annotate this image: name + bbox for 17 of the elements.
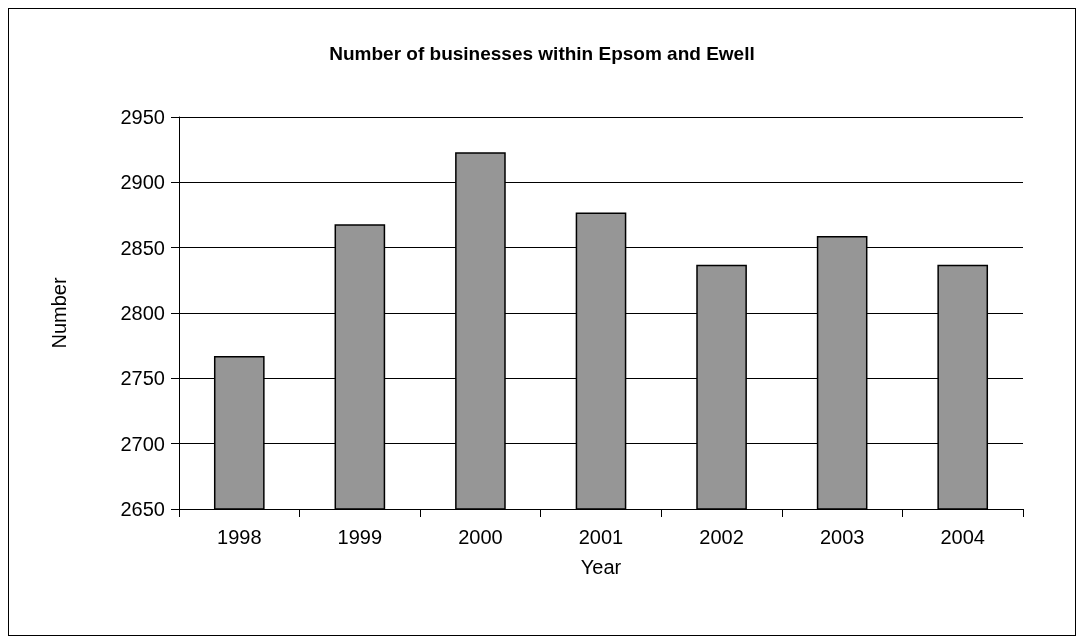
x-tick-label: 1999 — [337, 526, 383, 548]
x-axis-title: Year — [580, 556, 622, 578]
y-tick-label: 2900 — [120, 171, 165, 194]
y-tick-label: 2650 — [120, 498, 165, 520]
x-tick-label: 2002 — [699, 526, 744, 548]
x-tick-label: 2004 — [940, 526, 985, 548]
x-tick-label: 2003 — [819, 526, 865, 548]
x-tick-label: 2001 — [578, 526, 624, 548]
chart-title: Number of businesses within Epsom and Ewell — [329, 43, 755, 64]
y-tick-label: 2700 — [120, 432, 165, 455]
y-tick-label: 2950 — [120, 106, 165, 128]
y-tick-label: 2850 — [120, 236, 165, 259]
y-tick-label: 2800 — [120, 302, 165, 324]
y-axis-title: Number — [48, 277, 70, 349]
x-tick-label: 1998 — [217, 526, 262, 548]
x-tick-label: 2000 — [458, 526, 503, 548]
y-tick-label: 2750 — [120, 367, 165, 390]
